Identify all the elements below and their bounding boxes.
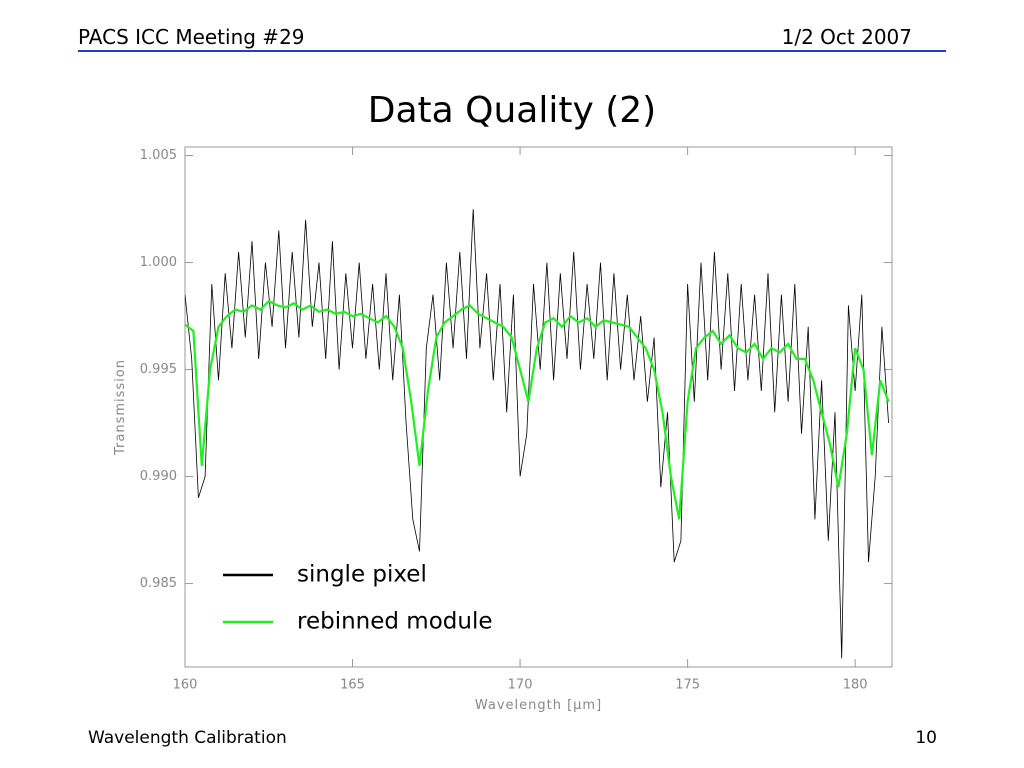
header-left: PACS ICC Meeting #29 [78, 25, 305, 49]
y-tick-label: 0.995 [140, 362, 177, 377]
footer-right: 10 [915, 728, 937, 748]
footer-left: Wavelength Calibration [88, 728, 287, 748]
chart: 160 165 170 175 180 0.985 0.990 0.995 1.000 1.005… [113, 146, 893, 713]
legend-label: rebinned module [297, 609, 493, 635]
x-tick-label: 180 [843, 678, 868, 693]
y-tick-label: 0.985 [140, 576, 177, 591]
plot-frame [184, 146, 893, 668]
x-tick-label: 170 [508, 678, 533, 693]
x-tick-label: 160 [173, 678, 198, 693]
slide-title: Data Quality (2) [368, 90, 656, 131]
data-line [185, 209, 889, 659]
y-tick-label: 1.005 [140, 148, 177, 163]
x-axis-label: Wavelength [μm] [475, 698, 602, 713]
x-tick-label: 165 [340, 678, 365, 693]
y-tick-label: 1.000 [140, 255, 177, 270]
header-right: 1/2 Oct 2007 [782, 25, 912, 49]
series-group [185, 209, 890, 659]
x-tick-label: 175 [675, 678, 700, 693]
y-axis-label: Transmission [113, 359, 128, 456]
data-line [185, 299, 890, 520]
legend-label: single pixel [297, 562, 427, 588]
y-tick-label: 0.990 [140, 469, 177, 484]
